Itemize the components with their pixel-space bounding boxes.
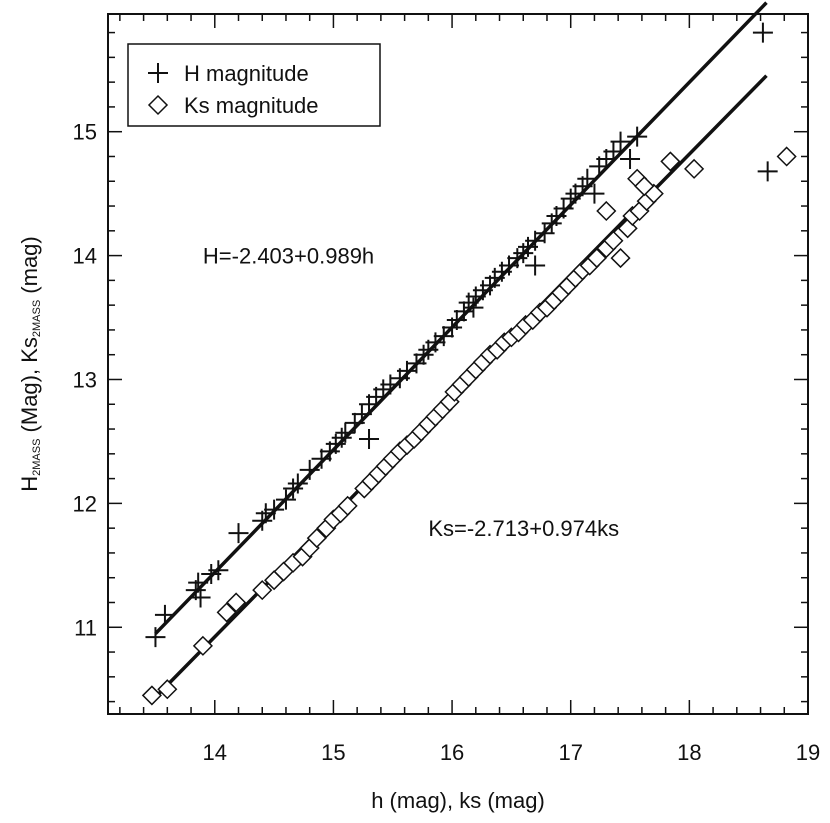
h-point	[620, 148, 641, 169]
y-tick-label: 11	[74, 615, 97, 640]
h-point	[275, 489, 296, 510]
ks-point	[776, 146, 797, 167]
h-point	[584, 183, 605, 204]
h-point	[453, 301, 474, 322]
h-point	[190, 587, 211, 608]
x-tick-label: 14	[203, 740, 227, 765]
ks-point	[252, 580, 273, 601]
x-tick-label: 18	[677, 740, 701, 765]
legend-plus-marker	[148, 63, 168, 83]
h-point	[255, 503, 276, 524]
h-point	[145, 627, 166, 648]
h-point	[610, 131, 631, 152]
y-tick-label: 14	[73, 244, 97, 269]
series-ks-magnitude	[141, 146, 797, 706]
h-point	[331, 427, 352, 448]
x-axis-label: h (mag), ks (mag)	[371, 788, 545, 813]
y-tick-label: 13	[73, 367, 97, 392]
axis-ticks: 14 15 16 17 18 19 11 12 13 14 15	[73, 14, 820, 765]
y-tick-label: 12	[73, 491, 97, 516]
legend-diamond-marker	[147, 94, 169, 116]
legend-entry-h-magnitude: H magnitude	[184, 61, 309, 86]
h-point	[413, 344, 434, 365]
h-point	[433, 326, 454, 347]
ks-point	[337, 495, 358, 516]
h-point	[154, 604, 175, 625]
x-tick-label: 17	[558, 740, 582, 765]
ks-point	[157, 679, 178, 700]
ks-point	[603, 230, 624, 251]
h-point	[287, 473, 308, 494]
ks-point	[226, 592, 247, 613]
ks-point	[306, 528, 327, 549]
legend-markers	[147, 63, 169, 116]
annotations: H=-2.403+0.989h Ks=-2.713+0.974ks	[203, 244, 619, 542]
h-point	[359, 428, 380, 449]
data-points	[141, 22, 797, 706]
ks-point	[617, 218, 638, 239]
series-h-magnitude	[145, 22, 778, 648]
x-tick-label: 19	[796, 740, 820, 765]
legend: H magnitude Ks magnitude	[127, 43, 381, 127]
h-point	[752, 22, 773, 43]
ks-point	[586, 248, 607, 269]
ks-point	[192, 635, 213, 656]
y-axis-label: H2MASS (Mag), Ks2MASS (mag)	[17, 236, 43, 492]
ks-fit-equation: Ks=-2.713+0.974ks	[428, 516, 619, 541]
ks-point	[660, 151, 681, 172]
h-point	[264, 499, 285, 520]
h-point	[463, 297, 484, 318]
h-point	[335, 422, 356, 443]
y-axis-label-part: (mag)	[17, 236, 42, 300]
y-axis-label-subscript: 2MASS	[31, 439, 43, 476]
h-point	[577, 168, 598, 189]
y-axis-label-part: (Mag), Ks	[17, 337, 42, 438]
h-point	[188, 572, 209, 593]
y-axis-label-part: H	[17, 476, 42, 492]
legend-box	[127, 43, 381, 127]
h-point	[627, 126, 648, 147]
ks-point	[684, 158, 705, 179]
x-tick-label: 15	[321, 740, 345, 765]
fit-line-h	[154, 1, 768, 635]
x-tick-label: 16	[440, 740, 464, 765]
y-axis-label-subscript: 2MASS	[31, 300, 43, 337]
plot-frame	[107, 13, 809, 715]
ks-point	[596, 200, 617, 222]
y-tick-label: 15	[73, 120, 97, 145]
h-point	[757, 161, 778, 182]
ks-point	[141, 685, 162, 706]
ks-point	[610, 248, 631, 269]
h-point	[299, 459, 320, 480]
h-point	[228, 523, 249, 544]
h-fit-equation: H=-2.403+0.989h	[203, 244, 374, 269]
legend-entry-ks-magnitude: Ks magnitude	[184, 93, 319, 118]
h-point	[525, 255, 546, 276]
h-point	[560, 188, 581, 209]
ks-point	[634, 176, 655, 197]
ks-point	[216, 602, 237, 623]
h-point	[208, 560, 229, 581]
h-point	[283, 478, 304, 499]
